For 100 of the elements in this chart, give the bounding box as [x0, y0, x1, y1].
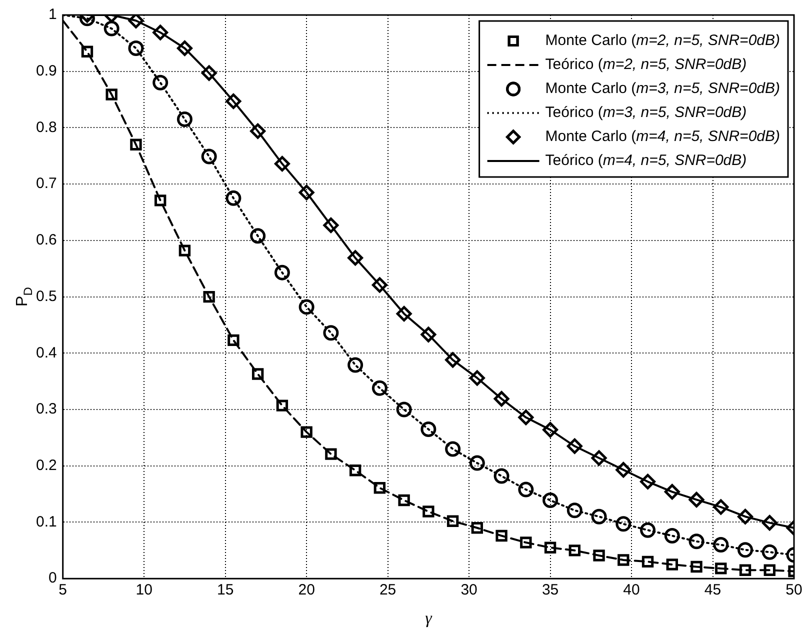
point — [738, 542, 754, 558]
point — [764, 564, 776, 576]
y-tick-label: 0.8 — [36, 118, 57, 136]
x-tick-label: 45 — [704, 582, 722, 599]
point — [738, 508, 754, 524]
x-tick-label: 10 — [136, 582, 152, 599]
point — [688, 534, 704, 550]
legend-label: Monte Carlo (m=2, n=5, SNR=0dB) — [545, 32, 780, 50]
point — [664, 484, 680, 500]
x-tick-label: 35 — [542, 582, 559, 599]
y-tick-label: 0.2 — [36, 457, 57, 474]
y-tick-label: 0.3 — [36, 400, 57, 418]
point — [348, 250, 364, 266]
point — [250, 228, 266, 244]
point — [713, 499, 729, 515]
point — [469, 370, 485, 386]
point — [568, 544, 580, 556]
x-tick-label: 25 — [379, 582, 396, 599]
x-tick-label: 20 — [298, 582, 315, 599]
point — [690, 560, 702, 573]
point — [566, 438, 582, 454]
point — [178, 244, 191, 256]
x-tick-label: 15 — [216, 582, 234, 599]
point — [518, 482, 534, 498]
point — [739, 564, 752, 576]
y-tick-label: 1 — [48, 6, 57, 24]
point — [640, 474, 656, 490]
point — [201, 148, 217, 164]
legend-label: Monte Carlo (m=3, n=5, SNR=0dB) — [545, 80, 780, 98]
point — [372, 380, 388, 396]
point — [176, 40, 192, 56]
point — [471, 522, 484, 534]
y-tick-label: 0.5 — [36, 288, 57, 305]
legend-label: Teórico (m=3, n=5, SNR=0dB) — [545, 104, 747, 122]
point — [276, 400, 288, 412]
y-tick-label: 0.7 — [36, 175, 57, 192]
point — [616, 516, 632, 532]
point — [593, 550, 605, 562]
point — [252, 368, 264, 380]
point — [688, 492, 704, 508]
point — [226, 190, 242, 206]
x-tick-label: 50 — [786, 582, 802, 599]
point — [591, 508, 607, 524]
x-tick-label: 40 — [623, 582, 640, 599]
point — [715, 562, 727, 574]
y-tick-label: 0.4 — [36, 344, 57, 362]
point — [201, 65, 217, 81]
point — [542, 492, 558, 508]
point — [226, 93, 242, 109]
point — [274, 264, 290, 280]
point — [152, 74, 168, 90]
point — [128, 40, 144, 56]
point — [81, 46, 94, 58]
point — [713, 537, 729, 553]
point — [396, 402, 412, 418]
point — [396, 306, 412, 322]
legend-label: Teórico (m=4, n=5, SNR=0dB) — [545, 152, 747, 170]
point — [398, 494, 410, 506]
point — [494, 468, 510, 484]
point — [446, 515, 459, 527]
point — [228, 334, 240, 346]
point — [445, 441, 461, 457]
point — [566, 502, 582, 518]
point — [618, 554, 630, 566]
point — [274, 156, 290, 172]
y-tick-label: 0.9 — [36, 62, 57, 80]
point — [104, 20, 120, 36]
point — [591, 450, 607, 466]
legend-label: Monte Carlo (m=4, n=5, SNR=0dB) — [545, 128, 780, 146]
point — [154, 194, 166, 206]
point — [152, 24, 168, 40]
y-tick-label: 0.1 — [36, 513, 57, 530]
legend-label: Teórico (m=2, n=5, SNR=0dB) — [545, 56, 747, 74]
point — [616, 462, 632, 478]
point — [349, 464, 362, 476]
x-tick-label: 5 — [58, 582, 68, 599]
x-axis-title: γ — [425, 608, 434, 628]
point — [348, 357, 364, 373]
point — [325, 448, 337, 460]
x-tick-label: 30 — [460, 582, 478, 599]
y-tick-label: 0.6 — [36, 232, 57, 249]
point — [518, 410, 534, 426]
point — [496, 530, 508, 542]
point — [203, 290, 215, 303]
point — [106, 88, 118, 100]
point — [300, 426, 312, 438]
point — [520, 536, 532, 548]
point — [130, 138, 142, 150]
point — [176, 112, 192, 128]
point — [250, 123, 266, 139]
point — [323, 217, 339, 233]
point — [762, 544, 778, 560]
point — [372, 277, 388, 293]
point — [544, 542, 556, 554]
point — [640, 522, 656, 538]
point — [642, 556, 654, 568]
point — [298, 184, 314, 200]
point — [445, 352, 461, 368]
point — [542, 422, 558, 438]
point — [664, 528, 680, 544]
